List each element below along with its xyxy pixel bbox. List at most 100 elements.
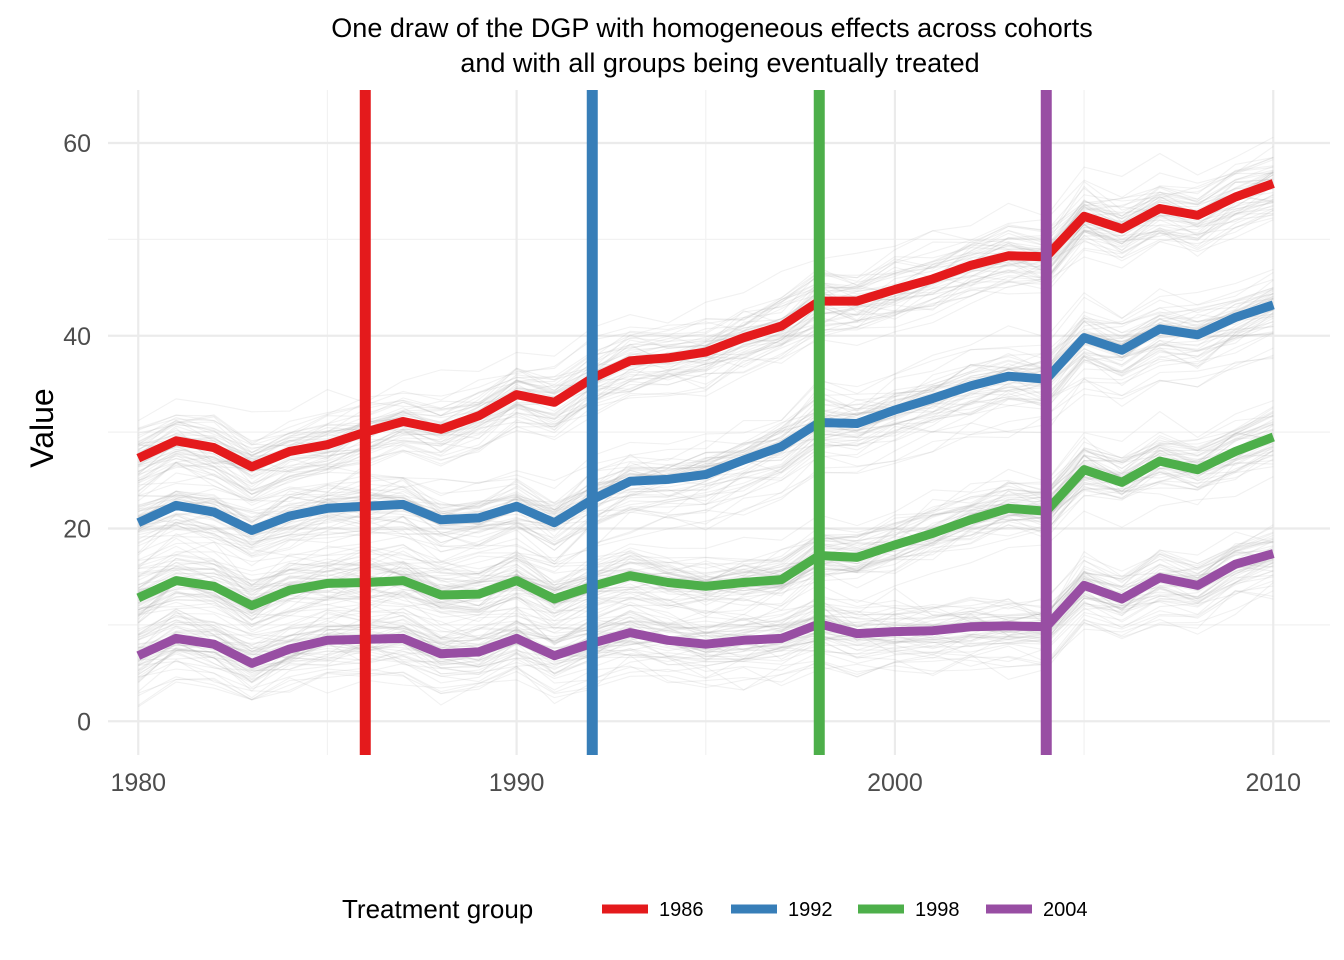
background-line xyxy=(138,541,1274,658)
background-line xyxy=(138,415,1274,586)
background-line xyxy=(138,136,1274,422)
background-line xyxy=(138,333,1274,557)
background-line xyxy=(138,531,1274,646)
background-line xyxy=(137,460,1274,621)
background-line xyxy=(137,534,1274,656)
background-line xyxy=(138,295,1274,519)
background-line xyxy=(138,320,1274,546)
background-line xyxy=(138,561,1274,667)
background-line xyxy=(137,585,1274,694)
background-line xyxy=(138,541,1274,653)
background-line xyxy=(138,279,1274,514)
background-line xyxy=(138,214,1274,491)
background-line xyxy=(138,199,1274,484)
x-tick-label: 1990 xyxy=(489,769,545,797)
background-line xyxy=(138,411,1274,599)
background-line xyxy=(138,331,1274,567)
background-line xyxy=(137,574,1274,683)
background-line xyxy=(138,201,1274,491)
background-line xyxy=(137,590,1274,708)
background-line xyxy=(138,317,1274,551)
background-line xyxy=(138,438,1274,610)
series-line-1986 xyxy=(136,179,1275,472)
background-line xyxy=(137,537,1274,647)
background-line xyxy=(138,410,1274,597)
background-line xyxy=(138,268,1274,492)
background-line xyxy=(138,538,1274,646)
x-tick-label: 2010 xyxy=(1245,769,1301,797)
background-line xyxy=(138,287,1274,524)
background-line xyxy=(138,582,1274,701)
background-line xyxy=(137,400,1274,569)
background-line xyxy=(138,165,1274,446)
background-line xyxy=(137,196,1274,475)
series-line-1992 xyxy=(136,300,1275,535)
background-line xyxy=(138,325,1274,565)
background-line xyxy=(138,331,1274,553)
background-line xyxy=(138,541,1274,655)
background-line xyxy=(138,302,1274,541)
background-line xyxy=(138,186,1274,472)
background-line xyxy=(137,347,1274,589)
background-line xyxy=(138,545,1274,650)
background-line xyxy=(138,315,1274,541)
background-line xyxy=(137,412,1274,590)
background-line xyxy=(138,357,1274,587)
background-line xyxy=(138,185,1274,457)
x-tick-label: 2000 xyxy=(867,769,923,797)
background-line xyxy=(137,272,1274,502)
background-line xyxy=(138,170,1274,450)
grid-lines xyxy=(108,90,1330,755)
background-line xyxy=(138,194,1274,472)
background-line xyxy=(138,556,1274,664)
background-line xyxy=(138,524,1274,638)
background-line xyxy=(137,429,1274,595)
background-line xyxy=(138,444,1274,612)
background-line xyxy=(138,309,1274,549)
background-line xyxy=(138,432,1274,606)
y-axis-tick-labels: 0 20 40 60 xyxy=(63,130,91,736)
background-line xyxy=(138,532,1274,650)
background-line xyxy=(138,145,1274,444)
background-line xyxy=(138,213,1274,495)
background-line xyxy=(137,407,1274,592)
background-line xyxy=(138,312,1274,544)
background-line xyxy=(138,286,1274,516)
background-line xyxy=(137,554,1274,683)
background-line xyxy=(137,562,1274,681)
background-line xyxy=(138,421,1274,602)
background-line xyxy=(138,171,1274,466)
y-tick-label: 20 xyxy=(63,516,91,544)
background-line xyxy=(138,450,1274,633)
background-line xyxy=(138,570,1274,689)
series-line-1998 xyxy=(136,432,1275,611)
series-lines xyxy=(136,179,1275,668)
background-line xyxy=(138,156,1274,457)
background-line xyxy=(138,204,1274,495)
background-line xyxy=(138,476,1274,640)
legend-items: 1986 1992 1998 2004 xyxy=(602,899,1088,921)
background-line xyxy=(138,156,1274,446)
y-tick-label: 0 xyxy=(77,708,91,736)
background-line xyxy=(137,570,1274,684)
background-line xyxy=(138,289,1274,523)
y-tick-label: 40 xyxy=(63,323,91,351)
background-line xyxy=(138,466,1274,627)
y-axis-title: Value xyxy=(24,388,60,467)
background-line xyxy=(138,208,1274,478)
background-line xyxy=(138,184,1274,473)
background-line xyxy=(138,293,1274,521)
background-line xyxy=(138,172,1274,454)
background-line xyxy=(138,538,1274,663)
background-line xyxy=(138,219,1274,504)
background-line xyxy=(137,201,1274,485)
background-line xyxy=(138,414,1274,586)
background-line xyxy=(138,462,1274,631)
background-line xyxy=(138,194,1274,485)
background-line xyxy=(137,589,1274,706)
background-line xyxy=(138,165,1274,453)
background-line xyxy=(137,565,1274,678)
background-line xyxy=(138,590,1274,706)
x-tick-label: 1980 xyxy=(110,769,166,797)
